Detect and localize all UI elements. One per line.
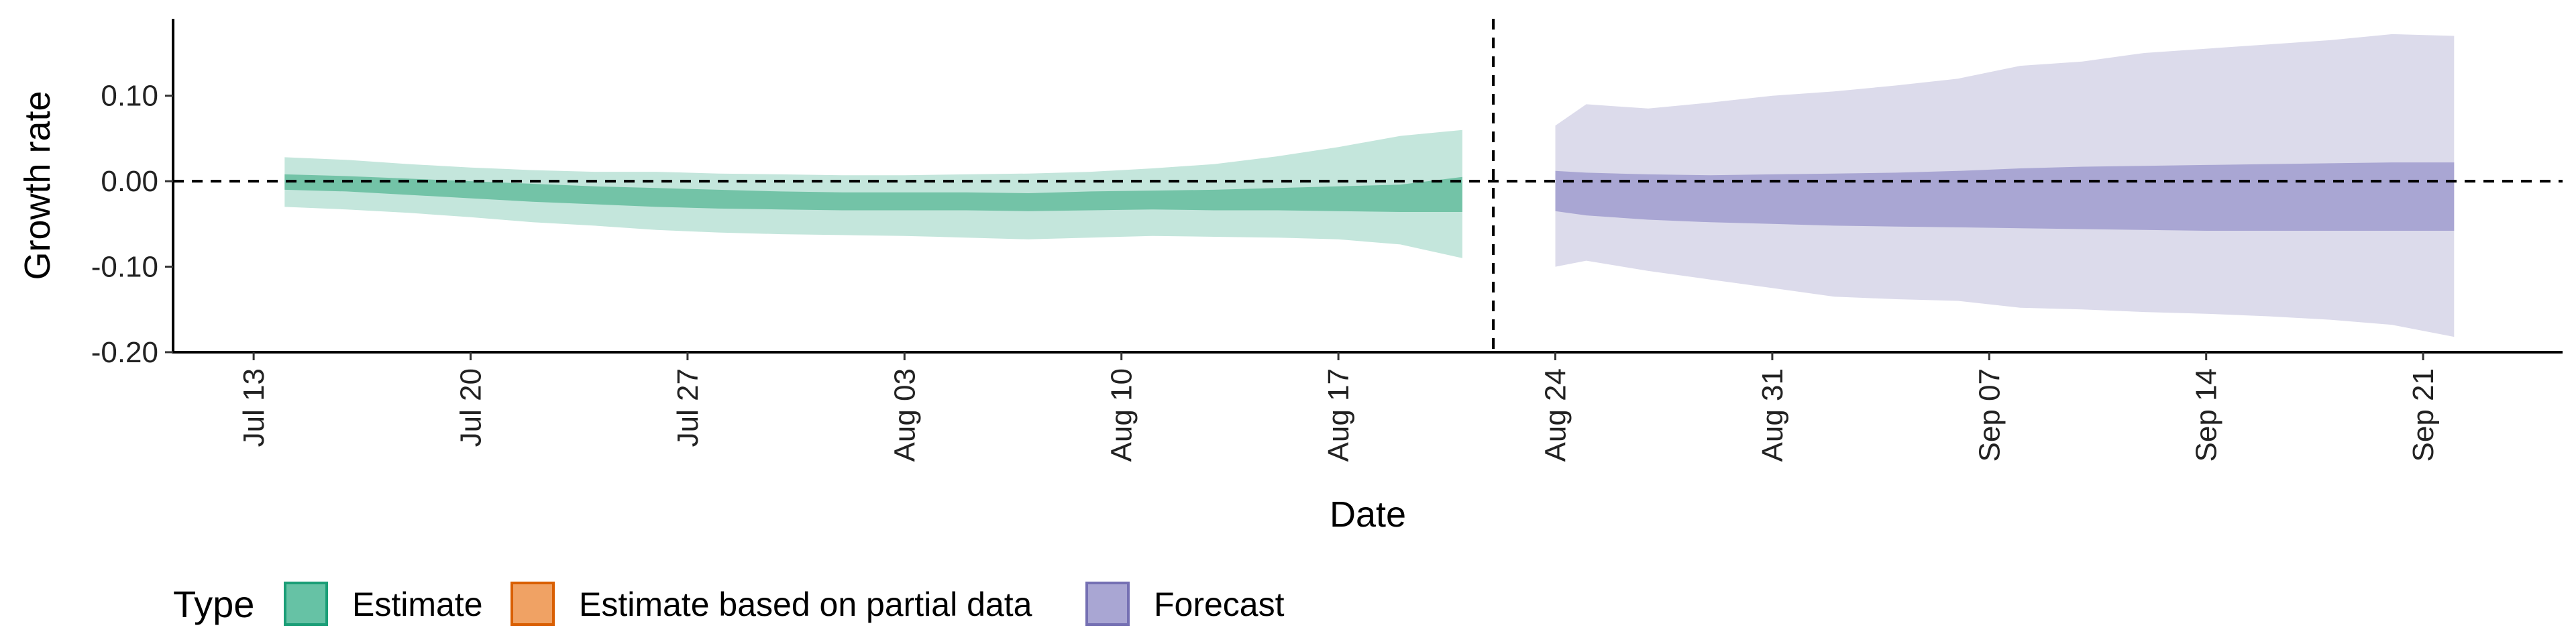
x-tick-label: Sep 07 <box>1973 368 2006 462</box>
x-tick-label: Jul 27 <box>672 368 704 447</box>
legend-key-estimate-based-on-partial-data <box>511 582 555 626</box>
legend-label: Estimate <box>352 586 483 623</box>
x-tick-label: Sep 21 <box>2407 368 2440 462</box>
legend: Type Estimate Estimate based on partial da… <box>173 582 1285 626</box>
legend-label: Forecast <box>1154 586 1285 623</box>
x-tick-label: Aug 17 <box>1322 368 1355 462</box>
y-tick-label: -0.10 <box>91 251 158 284</box>
x-tick-label: Aug 24 <box>1540 368 1572 462</box>
x-tick-label: Jul 20 <box>455 368 488 447</box>
ribbon-layer <box>284 34 2455 337</box>
legend-key-forecast <box>1085 582 1130 626</box>
x-tick-label: Aug 03 <box>888 368 921 462</box>
y-tick-label: 0.00 <box>101 165 158 198</box>
x-tick-label: Sep 14 <box>2190 368 2223 462</box>
legend-key-estimate <box>284 582 328 626</box>
legend-title: Type <box>173 583 254 625</box>
y-tick-label: 0.10 <box>101 80 158 113</box>
x-tick-label: Aug 10 <box>1106 368 1138 462</box>
y-tick-label: -0.20 <box>91 336 158 369</box>
x-tick-label: Jul 13 <box>237 368 270 447</box>
axes: 0.10 0.00 -0.10 -0.20 Jul 13 Jul 20 Jul 27 Aug … <box>17 19 2563 535</box>
x-axis-title: Date <box>1330 494 1406 535</box>
y-axis-title: Growth rate <box>17 91 58 280</box>
estimate-50-interval-ribbon <box>284 174 1462 212</box>
legend-label: Estimate based on partial data <box>579 586 1032 623</box>
forecast-50-interval-ribbon <box>1555 162 2455 231</box>
reference-lines <box>173 19 2563 352</box>
x-tick-label: Aug 31 <box>1756 368 1789 462</box>
